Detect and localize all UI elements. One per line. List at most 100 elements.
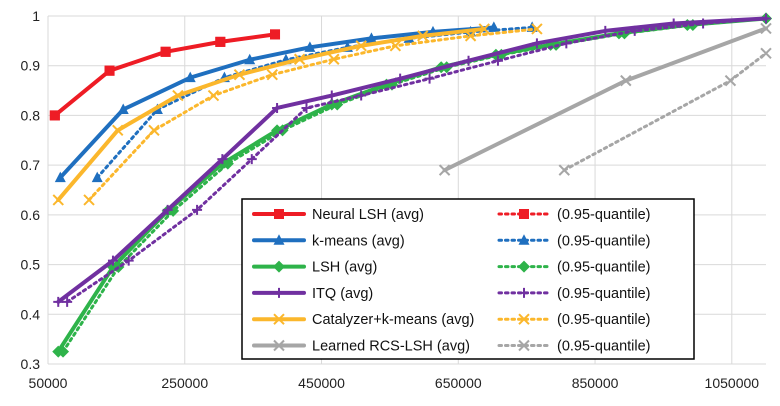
data-point: [365, 32, 377, 43]
legend-item: (0.95-quantile): [497, 339, 651, 355]
data-point: [417, 30, 429, 42]
legend: Neural LSH (avg) (0.95-quantile) k-means (…: [241, 198, 695, 360]
data-point: [112, 124, 124, 137]
data-point: [328, 53, 340, 65]
legend-item: (0.95-quantile): [497, 312, 651, 328]
data-point: [104, 65, 115, 76]
legend-marker: [274, 209, 284, 219]
legend-marker: [274, 287, 284, 298]
y-tick-label: 0.4: [21, 306, 41, 322]
data-point: [215, 36, 226, 47]
series-lines: [49, 12, 772, 358]
legend-label: Learned RCS-LSH (avg): [312, 339, 470, 355]
legend-item: Learned RCS-LSH (avg): [252, 339, 470, 355]
legend-label: ITQ (avg): [312, 286, 373, 302]
legend-marker: [518, 260, 530, 273]
data-point: [123, 255, 134, 266]
data-point: [54, 171, 66, 183]
data-point: [326, 90, 337, 101]
data-point: [464, 30, 477, 42]
data-point: [207, 89, 220, 102]
x-tick-label: 1050000: [705, 375, 760, 391]
y-tick-label: 0.8: [21, 107, 41, 123]
data-point: [246, 154, 257, 165]
y-tick-label: 0.9: [21, 58, 41, 74]
series-10: [438, 22, 772, 176]
legend-item: LSH (avg): [252, 260, 377, 276]
legend-box: [241, 198, 695, 360]
data-point: [760, 47, 772, 59]
legend-item: Catalyzer+k-means (avg): [252, 312, 474, 328]
legend-marker: [273, 260, 285, 273]
data-point: [761, 13, 771, 24]
x-tick-label: 850000: [572, 375, 619, 391]
data-point: [83, 194, 95, 206]
data-point: [531, 38, 542, 49]
legend-marker: [519, 287, 529, 298]
legend-label: (0.95-quantile): [557, 286, 651, 302]
series-11: [558, 47, 772, 176]
data-point: [492, 55, 503, 66]
data-point: [266, 68, 278, 81]
data-point: [760, 22, 772, 35]
data-point: [184, 71, 196, 83]
data-point: [53, 296, 64, 307]
legend-item: (0.95-quantile): [497, 233, 651, 249]
data-point: [395, 73, 406, 84]
legend-marker: [273, 234, 285, 245]
legend-label: Neural LSH (avg): [312, 207, 424, 223]
series-line: [56, 16, 768, 304]
data-point: [148, 124, 160, 137]
legend-marker: [273, 313, 285, 325]
legend-marker: [518, 339, 530, 352]
data-point: [355, 40, 367, 52]
data-point: [49, 110, 60, 121]
data-point: [293, 53, 306, 65]
series-line: [58, 25, 496, 180]
data-point: [62, 296, 73, 307]
data-point: [57, 345, 70, 358]
data-point: [698, 18, 709, 29]
legend-label: Catalyzer+k-means (avg): [312, 312, 474, 328]
data-point: [160, 46, 171, 57]
data-point: [301, 102, 312, 113]
legend-marker: [518, 234, 530, 245]
x-tick-label: 450000: [298, 375, 345, 391]
data-point: [270, 29, 281, 40]
data-point: [233, 68, 246, 81]
legend-item: Neural LSH (avg): [252, 207, 424, 223]
data-point: [478, 23, 490, 35]
legend-label: (0.95-quantile): [557, 233, 651, 249]
legend-marker: [518, 313, 530, 325]
legend-label: (0.95-quantile): [557, 260, 651, 276]
legend-item: k-means (avg): [252, 233, 405, 249]
data-point: [600, 25, 611, 36]
y-tick-label: 0.7: [21, 157, 41, 173]
x-tick-label: 650000: [435, 375, 482, 391]
data-point: [244, 53, 256, 65]
series-line: [56, 26, 487, 202]
data-point: [91, 171, 103, 183]
data-point: [221, 157, 234, 170]
legend-label: (0.95-quantile): [557, 339, 651, 355]
legend-item: (0.95-quantile): [497, 286, 651, 302]
series-line: [87, 27, 539, 202]
data-point: [561, 38, 572, 49]
legend-label: (0.95-quantile): [557, 207, 651, 223]
series-line: [65, 16, 768, 304]
y-tick-label: 0.6: [21, 207, 41, 223]
data-point: [356, 90, 367, 101]
x-tick-label: 50000: [29, 375, 68, 391]
series-1: [49, 29, 281, 121]
legend-label: k-means (avg): [312, 233, 405, 249]
series-7: [62, 13, 771, 307]
data-point: [192, 204, 203, 215]
data-point: [620, 74, 632, 87]
x-tick-label: 250000: [161, 375, 208, 391]
data-point: [389, 40, 402, 52]
legend-label: LSH (avg): [312, 260, 377, 276]
y-tick-label: 0.3: [21, 356, 41, 372]
data-point: [107, 255, 118, 266]
data-point: [117, 103, 129, 114]
